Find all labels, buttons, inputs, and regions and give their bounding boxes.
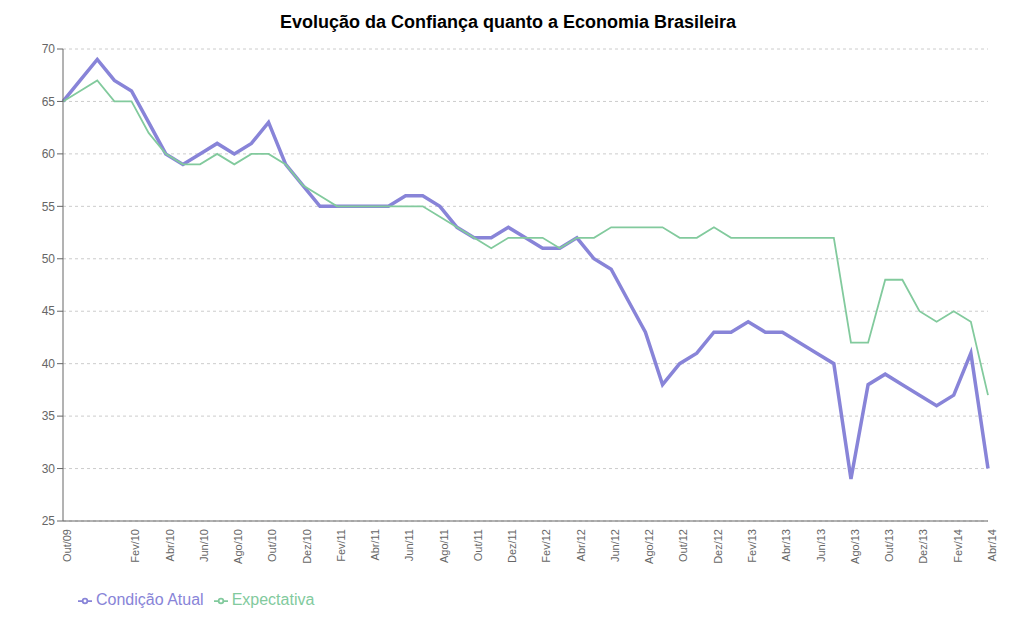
svg-text:Fev/10: Fev/10 bbox=[129, 529, 141, 563]
svg-text:Fev/14: Fev/14 bbox=[952, 529, 964, 563]
html-text:Expectativa: Expectativa bbox=[231, 591, 315, 608]
svg-text:Ago/13: Ago/13 bbox=[849, 529, 861, 564]
svg-text:Out/09: Out/09 bbox=[61, 529, 73, 562]
svg-text:70: 70 bbox=[42, 42, 56, 56]
svg-text:60: 60 bbox=[42, 147, 56, 161]
svg-text:50: 50 bbox=[42, 252, 56, 266]
svg-text:Dez/11: Dez/11 bbox=[506, 529, 518, 563]
svg-text:Abr/11: Abr/11 bbox=[369, 529, 381, 561]
svg-text:Fev/12: Fev/12 bbox=[540, 529, 552, 563]
svg-text:Jun/13: Jun/13 bbox=[815, 529, 827, 562]
svg-text:35: 35 bbox=[42, 409, 56, 423]
svg-text:Jun/11: Jun/11 bbox=[403, 529, 415, 561]
svg-text:25: 25 bbox=[42, 514, 56, 528]
html-text:Condição Atual: Condição Atual bbox=[96, 591, 204, 608]
svg-text:Out/10: Out/10 bbox=[266, 529, 278, 562]
svg-text:Fev/13: Fev/13 bbox=[746, 529, 758, 563]
svg-text:Abr/10: Abr/10 bbox=[164, 529, 176, 561]
svg-text:Abr/14: Abr/14 bbox=[986, 529, 998, 561]
svg-text:Fev/11: Fev/11 bbox=[335, 529, 347, 562]
svg-text:45: 45 bbox=[42, 304, 56, 318]
svg-text:Jun/12: Jun/12 bbox=[609, 529, 621, 562]
svg-text:Out/13: Out/13 bbox=[883, 529, 895, 562]
svg-text:Dez/10: Dez/10 bbox=[301, 529, 313, 564]
svg-text:Abr/13: Abr/13 bbox=[780, 529, 792, 561]
svg-text:Ago/12: Ago/12 bbox=[643, 529, 655, 564]
svg-text:Abr/12: Abr/12 bbox=[575, 529, 587, 561]
svg-text:30: 30 bbox=[42, 462, 56, 476]
svg-text:Dez/13: Dez/13 bbox=[917, 529, 929, 564]
svg-text:55: 55 bbox=[42, 200, 56, 214]
svg-text:Jun/10: Jun/10 bbox=[198, 529, 210, 562]
svg-text:Out/12: Out/12 bbox=[677, 529, 689, 562]
svg-text:Dez/12: Dez/12 bbox=[712, 529, 724, 564]
svg-text:Ago/11: Ago/11 bbox=[438, 529, 450, 563]
svg-text:40: 40 bbox=[42, 357, 56, 371]
svg-text:Ago/10: Ago/10 bbox=[232, 529, 244, 564]
html-text:Evolução da Confiança quanto a: Evolução da Confiança quanto a Economia … bbox=[279, 12, 737, 32]
svg-text:65: 65 bbox=[42, 95, 56, 109]
svg-text:Out/11: Out/11 bbox=[472, 529, 484, 561]
